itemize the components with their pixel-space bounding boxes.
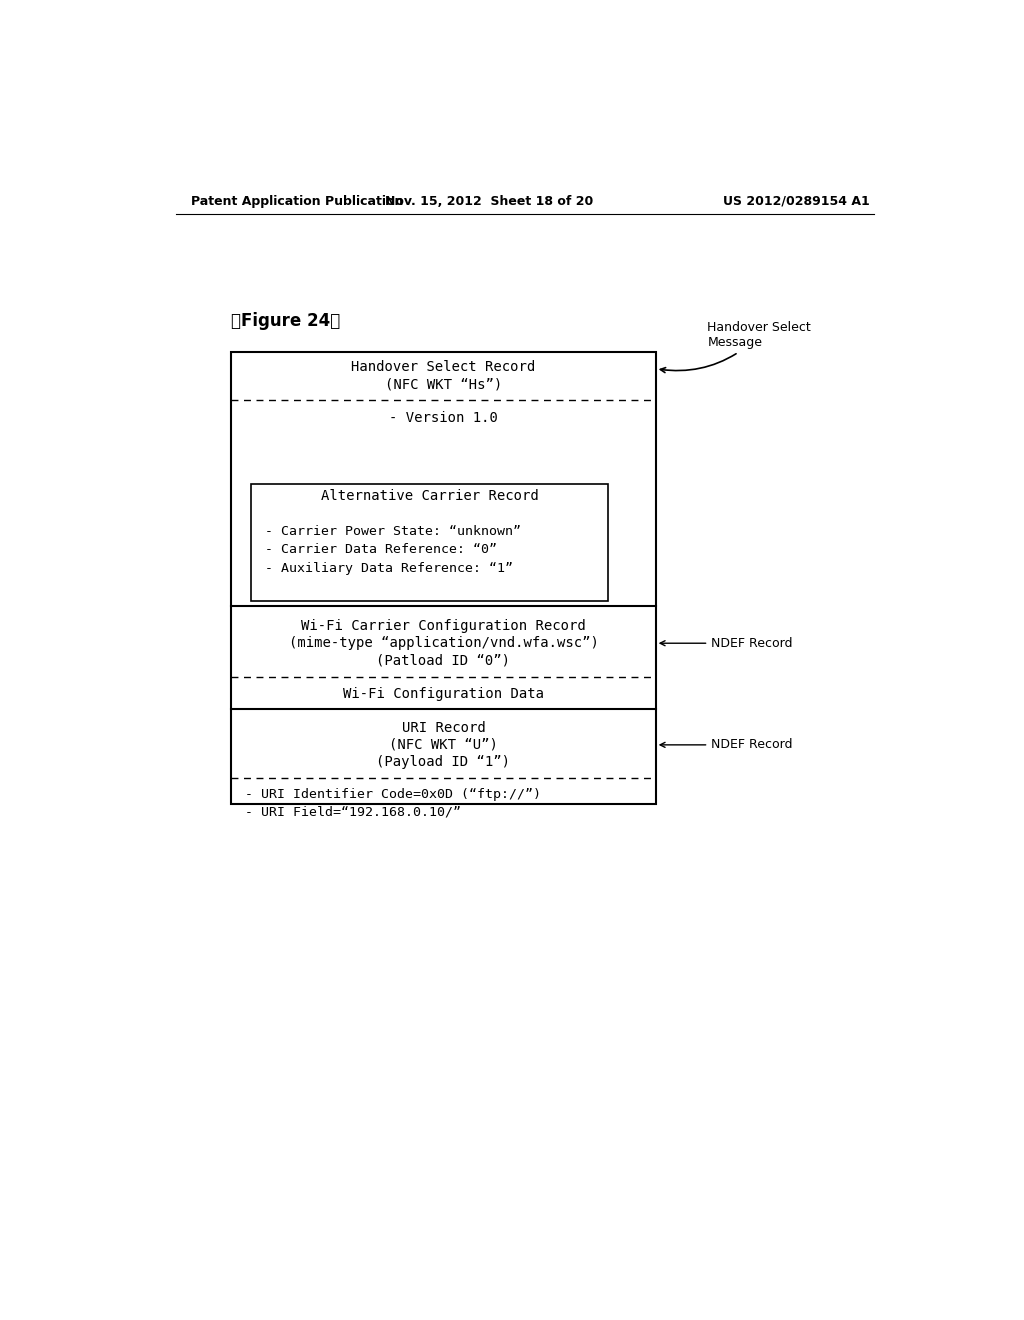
Text: - URI Identifier Code=0x0D (“ftp://”): - URI Identifier Code=0x0D (“ftp://”) (246, 788, 542, 801)
Text: - Auxiliary Data Reference: “1”: - Auxiliary Data Reference: “1” (265, 561, 513, 574)
Text: Nov. 15, 2012  Sheet 18 of 20: Nov. 15, 2012 Sheet 18 of 20 (385, 194, 593, 207)
Text: Alternative Carrier Record: Alternative Carrier Record (321, 488, 539, 503)
Text: Handover Select
Message: Handover Select Message (660, 322, 811, 372)
Bar (251, 483, 608, 601)
Text: Wi-Fi Configuration Data: Wi-Fi Configuration Data (343, 686, 544, 701)
Text: (Payload ID “1”): (Payload ID “1”) (377, 755, 510, 770)
Text: - URI Field=“192.168.0.10/”: - URI Field=“192.168.0.10/” (246, 805, 462, 818)
Text: URI Record: URI Record (401, 721, 485, 735)
Text: (NFC WKT “U”): (NFC WKT “U”) (389, 738, 498, 752)
Text: Wi-Fi Carrier Configuration Record: Wi-Fi Carrier Configuration Record (301, 619, 586, 634)
Text: (mime-type “application/vnd.wfa.wsc”): (mime-type “application/vnd.wfa.wsc”) (289, 636, 598, 651)
Text: - Carrier Power State: “unknown”: - Carrier Power State: “unknown” (265, 525, 521, 539)
Bar (231, 351, 655, 804)
Text: Handover Select Record: Handover Select Record (351, 360, 536, 374)
Text: - Version 1.0: - Version 1.0 (389, 411, 498, 425)
Text: NDEF Record: NDEF Record (660, 636, 793, 649)
Text: NDEF Record: NDEF Record (660, 738, 793, 751)
Text: US 2012/0289154 A1: US 2012/0289154 A1 (723, 194, 870, 207)
Text: 【Figure 24】: 【Figure 24】 (231, 312, 340, 330)
Text: Patent Application Publication: Patent Application Publication (191, 194, 403, 207)
Text: - Carrier Data Reference: “0”: - Carrier Data Reference: “0” (265, 544, 498, 556)
Text: (NFC WKT “Hs”): (NFC WKT “Hs”) (385, 378, 502, 391)
Text: (Patload ID “0”): (Patload ID “0”) (377, 653, 510, 668)
